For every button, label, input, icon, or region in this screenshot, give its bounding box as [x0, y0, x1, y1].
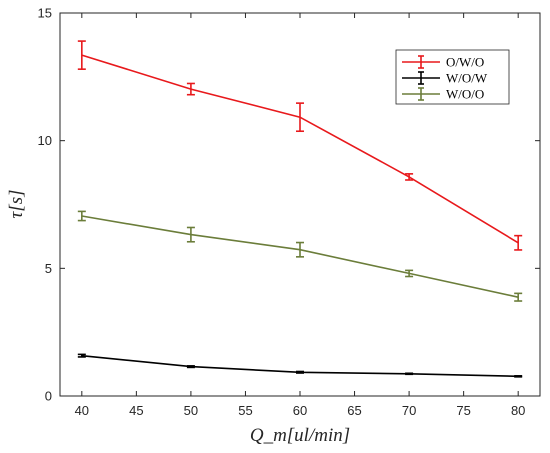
x-tick-label: 45 [129, 403, 143, 418]
error-bar [296, 102, 304, 133]
legend-label: W/O/O [446, 87, 484, 102]
legend-entry: W/O/O [402, 87, 484, 102]
legend: O/W/OW/O/WW/O/O [395, 49, 510, 105]
error-bar [186, 82, 195, 96]
error-bar [405, 173, 414, 181]
x-tick-label: 70 [402, 403, 416, 418]
error-bar [514, 375, 523, 378]
error-bar [514, 292, 523, 302]
error-bar [296, 241, 304, 258]
error-bar [77, 210, 86, 222]
series-layer [77, 40, 523, 378]
x-tick-label: 40 [75, 403, 89, 418]
legend-entry: W/O/W [402, 71, 488, 86]
y-axis-label: τ[s] [6, 190, 27, 219]
error-bar [405, 269, 414, 278]
error-bar [296, 370, 304, 374]
error-bar [186, 226, 195, 243]
error-bar [405, 372, 414, 376]
error-bar [77, 40, 86, 70]
x-tick-label: 60 [293, 403, 307, 418]
error-bar [514, 234, 523, 251]
x-tick-label: 75 [456, 403, 470, 418]
x-tick-label: 50 [184, 403, 198, 418]
y-tick-label: 5 [45, 261, 52, 276]
y-axis-ticks: 0 5 10 15 [38, 6, 540, 404]
legend-label: W/O/W [446, 71, 488, 86]
x-tick-label: 80 [511, 403, 525, 418]
x-tick-label: 55 [238, 403, 252, 418]
legend-label: O/W/O [446, 55, 484, 70]
legend-entry: O/W/O [402, 55, 484, 70]
error-bar [77, 353, 86, 358]
x-axis-ticks: 40 45 50 55 60 65 70 75 80 [75, 13, 525, 418]
error-bar [186, 365, 195, 369]
y-tick-label: 10 [38, 133, 52, 148]
y-tick-label: 0 [45, 389, 52, 404]
x-tick-label: 65 [347, 403, 361, 418]
x-axis-label: Q_m[ul/min] [250, 425, 350, 446]
legend-box [395, 49, 510, 105]
y-tick-label: 15 [38, 6, 52, 21]
